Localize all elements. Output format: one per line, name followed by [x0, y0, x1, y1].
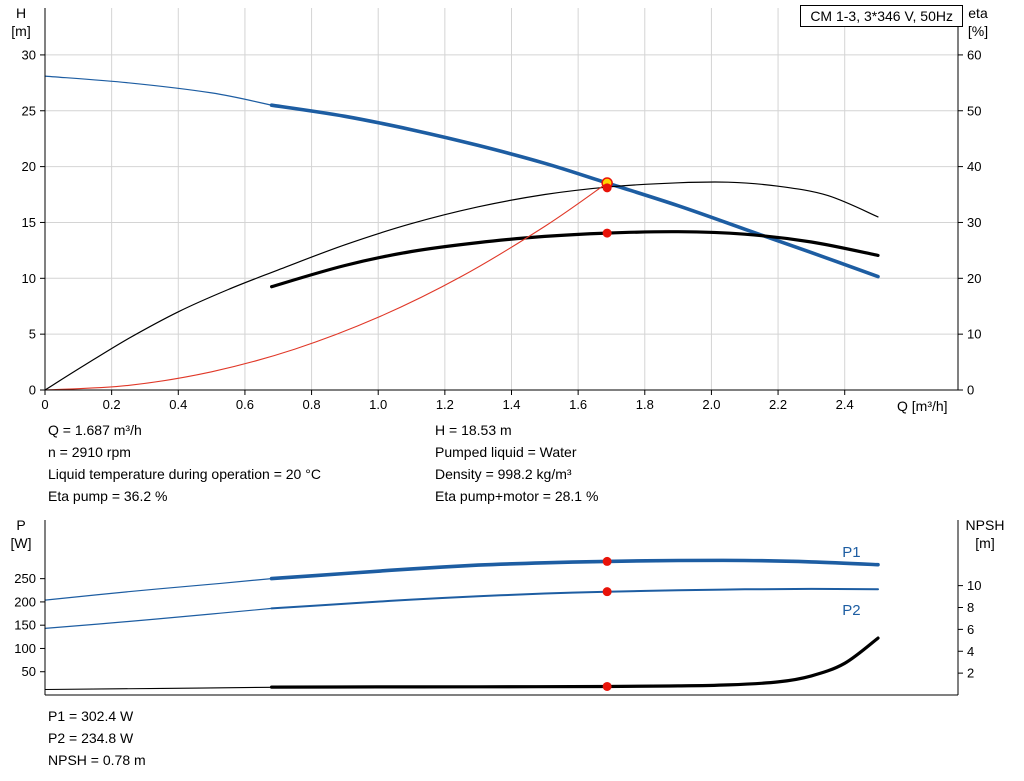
eta-pump-motor-curve — [270, 230, 880, 289]
p2-marker — [602, 587, 612, 597]
performance-markers — [601, 177, 613, 238]
svg-text:10: 10 — [22, 271, 36, 286]
result-p1: P1 = 302.4 W — [48, 708, 134, 724]
svg-text:60: 60 — [967, 47, 981, 62]
performance-series — [44, 75, 880, 391]
svg-text:2.0: 2.0 — [702, 397, 720, 412]
eta-axis-unit: [%] — [967, 23, 989, 39]
svg-text:200: 200 — [14, 594, 36, 609]
svg-text:2: 2 — [967, 666, 974, 681]
svg-text:50: 50 — [22, 664, 36, 679]
info-q: Q = 1.687 m³/h — [48, 422, 142, 438]
eta-axis-symbol: eta — [968, 5, 988, 21]
head-curve — [269, 103, 880, 279]
svg-text:2.4: 2.4 — [836, 397, 854, 412]
svg-text:0.8: 0.8 — [303, 397, 321, 412]
p1-curve-label: P1 — [842, 544, 860, 561]
info-h: H = 18.53 m — [435, 422, 512, 438]
svg-text:1.4: 1.4 — [502, 397, 520, 412]
svg-text:40: 40 — [967, 159, 981, 174]
info-liquid: Pumped liquid = Water — [435, 444, 577, 460]
svg-text:1.6: 1.6 — [569, 397, 587, 412]
p2-curve — [270, 587, 879, 610]
npsh-axis-unit: [m] — [975, 535, 995, 551]
system-curve-curve — [44, 182, 608, 391]
svg-text:4: 4 — [967, 644, 974, 659]
svg-text:0.6: 0.6 — [236, 397, 254, 412]
eta-pump-motor-marker — [602, 228, 612, 238]
power-npsh-series — [44, 558, 880, 691]
info-eta-total: Eta pump+motor = 28.1 % — [435, 488, 599, 504]
svg-text:0.2: 0.2 — [103, 397, 121, 412]
p-axis-unit: [W] — [10, 535, 32, 551]
info-speed: n = 2910 rpm — [48, 444, 131, 460]
info-temperature: Liquid temperature during operation = 20… — [48, 466, 321, 482]
svg-text:6: 6 — [967, 622, 974, 637]
result-p2: P2 = 234.8 W — [48, 730, 134, 746]
h-axis-symbol: H — [15, 5, 27, 21]
npsh-extension-curve — [44, 686, 273, 691]
svg-text:5: 5 — [29, 327, 36, 342]
npsh-axis-symbol: NPSH — [965, 517, 1005, 533]
svg-text:0: 0 — [29, 383, 36, 398]
eta-pump-marker — [602, 183, 612, 193]
svg-text:0: 0 — [967, 383, 974, 398]
svg-text:0.4: 0.4 — [169, 397, 187, 412]
svg-text:20: 20 — [967, 271, 981, 286]
svg-text:1.0: 1.0 — [369, 397, 387, 412]
svg-text:50: 50 — [967, 103, 981, 118]
performance-grid — [45, 8, 958, 390]
svg-text:10: 10 — [967, 327, 981, 342]
svg-text:250: 250 — [14, 571, 36, 586]
svg-text:15: 15 — [22, 215, 36, 230]
head-extension-curve — [44, 75, 273, 106]
p-axis-label: P [W] — [0, 516, 42, 552]
p-axis-symbol: P — [16, 517, 26, 533]
svg-text:10: 10 — [967, 578, 981, 593]
power-npsh-markers — [602, 556, 612, 691]
svg-text:1.8: 1.8 — [636, 397, 654, 412]
svg-text:8: 8 — [967, 600, 974, 615]
svg-text:30: 30 — [22, 47, 36, 62]
npsh-marker — [602, 681, 612, 691]
info-density: Density = 998.2 kg/m³ — [435, 466, 572, 482]
svg-text:100: 100 — [14, 641, 36, 656]
svg-text:20: 20 — [22, 159, 36, 174]
p1-curve — [269, 558, 880, 581]
q-axis-label: Q [m³/h] — [897, 398, 948, 414]
svg-text:2.2: 2.2 — [769, 397, 787, 412]
svg-text:30: 30 — [967, 215, 981, 230]
p2-curve-label: P2 — [842, 602, 860, 619]
pump-designation-box: CM 1-3, 3*346 V, 50Hz — [800, 5, 963, 27]
p2-extension-curve — [44, 607, 273, 629]
performance-axes: 0 5 10 15 20 25 30 0 10 20 30 40 50 60 0 0.2 0.4 0.6 0.8 1.… — [22, 8, 981, 412]
h-axis-label: H [m] — [0, 4, 42, 40]
info-eta-pump: Eta pump = 36.2 % — [48, 488, 168, 504]
svg-text:1.2: 1.2 — [436, 397, 454, 412]
svg-text:0: 0 — [41, 397, 48, 412]
p1-marker — [602, 556, 612, 566]
npsh-curve — [270, 636, 880, 689]
svg-text:150: 150 — [14, 618, 36, 633]
power-npsh-axes: 50 100 150 200 250 2 4 6 8 10 — [14, 520, 981, 696]
eta-pump-curve — [44, 181, 879, 391]
h-axis-unit: [m] — [11, 23, 31, 39]
npsh-axis-label: NPSH [m] — [956, 516, 1014, 552]
result-npsh: NPSH = 0.78 m — [48, 752, 146, 768]
eta-axis-label: eta [%] — [950, 4, 1006, 40]
power-npsh-chart: 50 100 150 200 250 2 4 6 8 10 P1 P2 — [14, 520, 981, 696]
svg-text:25: 25 — [22, 103, 36, 118]
p1-extension-curve — [44, 578, 273, 601]
performance-chart: 0 5 10 15 20 25 30 0 10 20 30 40 50 60 0 0.2 0.4 0.6 0.8 1.… — [22, 8, 981, 412]
